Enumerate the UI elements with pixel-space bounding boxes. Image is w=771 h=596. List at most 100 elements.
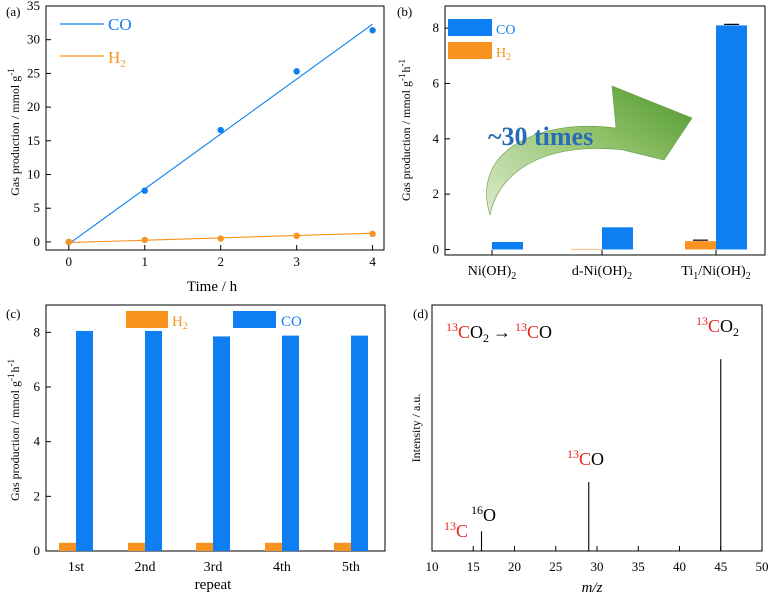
y-tick-label: 5: [34, 200, 41, 215]
peak-label-13c: 13C: [444, 519, 468, 541]
data-point-co: [293, 68, 300, 75]
y-tick-label: 35: [27, 0, 40, 13]
x-tick-label: 20: [508, 559, 521, 574]
bar-h2: [265, 542, 282, 551]
panel-d: (d) 10 15 20 25 30 35 40 45 50 13CO2 → 13CO 13C 16…: [409, 304, 769, 596]
bar-h2: [334, 542, 351, 551]
panel-a-ylabel: Gas production / mmol g-1: [6, 68, 22, 196]
bar-co: [492, 241, 523, 250]
y-tick-label: 2: [34, 488, 41, 503]
x-tick-label: 4: [369, 254, 376, 269]
x-tick-label: 10: [426, 559, 439, 574]
data-point-co: [369, 27, 376, 34]
x-tick-label: 5th: [342, 560, 360, 575]
panel-d-xlabel: m/z: [582, 580, 603, 596]
legend-c-co-label: CO: [281, 314, 302, 330]
y-tick-label: 8: [433, 20, 440, 35]
panel-d-ylabel: Intensity / a.u.: [409, 394, 423, 463]
x-tick-label: 45: [714, 559, 727, 574]
y-tick-label: 0: [34, 543, 41, 558]
bar-co: [76, 330, 93, 551]
y-tick-label: 20: [27, 99, 40, 114]
panel-d-axes: 10 15 20 25 30 35 40 45 50: [426, 546, 769, 574]
y-tick-label: 10: [27, 167, 40, 182]
y-tick-label: 4: [433, 131, 440, 146]
data-point-h2: [293, 232, 300, 240]
x-tick-label: 50: [756, 559, 769, 574]
x-tick-label: 2: [217, 254, 224, 269]
panel-b-label: (b): [397, 4, 412, 19]
legend-b-h2-label: H2: [496, 46, 511, 63]
data-point-h2: [141, 236, 148, 244]
panel-c: (c) 0 2 4 6 8 1st 2nd 3rd 4th 5th H2 CO repeat Ga…: [6, 304, 386, 593]
bar-h2: [196, 542, 213, 551]
x-tick-label: 3: [293, 254, 300, 269]
peak-label-13co2: 13CO2: [696, 314, 739, 339]
panel-b-bars: [492, 23, 747, 250]
bar-co: [716, 25, 747, 250]
x-tick-label: 0: [66, 254, 73, 269]
y-tick-label: 0: [433, 241, 440, 256]
peak-label-16o: 16O: [471, 503, 496, 525]
x-tick-label: 1st: [68, 560, 84, 575]
panel-d-peaks: [480, 359, 722, 551]
legend-c-co-swatch: [233, 311, 276, 328]
data-point-h2: [65, 238, 72, 246]
y-tick-label: 2: [433, 186, 440, 201]
bar-co: [145, 330, 162, 551]
x-tick-label: 35: [632, 559, 645, 574]
legend-b-co-swatch: [448, 19, 492, 36]
legend-b-h2-swatch: [448, 42, 492, 59]
increase-arrow: [486, 85, 693, 216]
bar-co: [213, 336, 230, 551]
panel-c-axes: 0 2 4 6 8 1st 2nd 3rd 4th 5th: [34, 324, 360, 575]
panel-a-xlabel: Time / h: [187, 279, 238, 295]
bar-h2: [59, 542, 76, 551]
peak-label-13co: 13CO: [567, 447, 604, 469]
y-tick-label: 30: [27, 32, 40, 47]
panel-b-annotation: ~30 times: [488, 122, 593, 151]
x-tick-label: d-Ni(OH)2: [572, 264, 632, 282]
x-tick-label: Ni(OH)2: [468, 264, 517, 282]
x-tick-label: 2nd: [135, 560, 156, 575]
panel-c-ylabel: Gas production / mmol g-1h-1: [6, 359, 22, 501]
panel-a-frame: [45, 5, 385, 251]
panel-d-label: (d): [413, 306, 428, 321]
x-tick-label: 30: [591, 559, 604, 574]
x-tick-label: Ti1/Ni(OH)2: [681, 264, 750, 282]
data-point-h2: [369, 230, 376, 238]
panel-b-ylabel: Gas production / mmol g-1h-1: [397, 59, 413, 201]
reaction-label: 13CO2 → 13CO: [446, 320, 552, 345]
panel-c-bars: [59, 330, 368, 551]
y-tick-label: 6: [433, 75, 440, 90]
bar-h2: [128, 542, 145, 551]
data-point-h2: [217, 235, 224, 242]
bar-h2: [571, 248, 602, 250]
x-tick-label: 25: [549, 559, 562, 574]
data-point-co: [217, 126, 224, 134]
panel-a-label: (a): [6, 4, 20, 19]
bar-co: [351, 335, 368, 551]
legend-c-h2-label: H2: [172, 314, 188, 332]
legend-c-h2-swatch: [126, 311, 168, 328]
x-tick-label: 3rd: [204, 560, 223, 575]
panel-a-axes: 0 1 2 3 4 0 5 10 15 20 25 30 35: [27, 0, 376, 269]
y-tick-label: 6: [34, 379, 41, 394]
panel-c-label: (c): [6, 306, 20, 321]
data-point-co: [141, 187, 148, 194]
x-tick-label: 15: [467, 559, 480, 574]
y-tick-label: 25: [27, 65, 40, 80]
y-tick-label: 0: [34, 234, 41, 249]
y-tick-label: 15: [27, 133, 40, 148]
y-tick-label: 8: [34, 324, 41, 339]
fit-line-co: [68, 23, 373, 245]
panel-a: (a) 0 1 2 3 4 0 5 10 15 20 25 30 35 CO H2 Time / h G…: [6, 0, 385, 295]
panel-b-frame: [444, 5, 766, 256]
legend-co-label: CO: [108, 15, 132, 34]
y-tick-label: 4: [34, 434, 41, 449]
bar-h2: [685, 241, 716, 250]
panel-b: (b) ~30 times 0 2 4 6 8 Ni(OH)2 d-Ni(OH)2 Ti1/N…: [397, 4, 766, 282]
panel-b-axes: 0 2 4 6 8 Ni(OH)2 d-Ni(OH)2 Ti1/Ni(OH)2: [433, 20, 751, 282]
x-tick-label: 40: [673, 559, 686, 574]
